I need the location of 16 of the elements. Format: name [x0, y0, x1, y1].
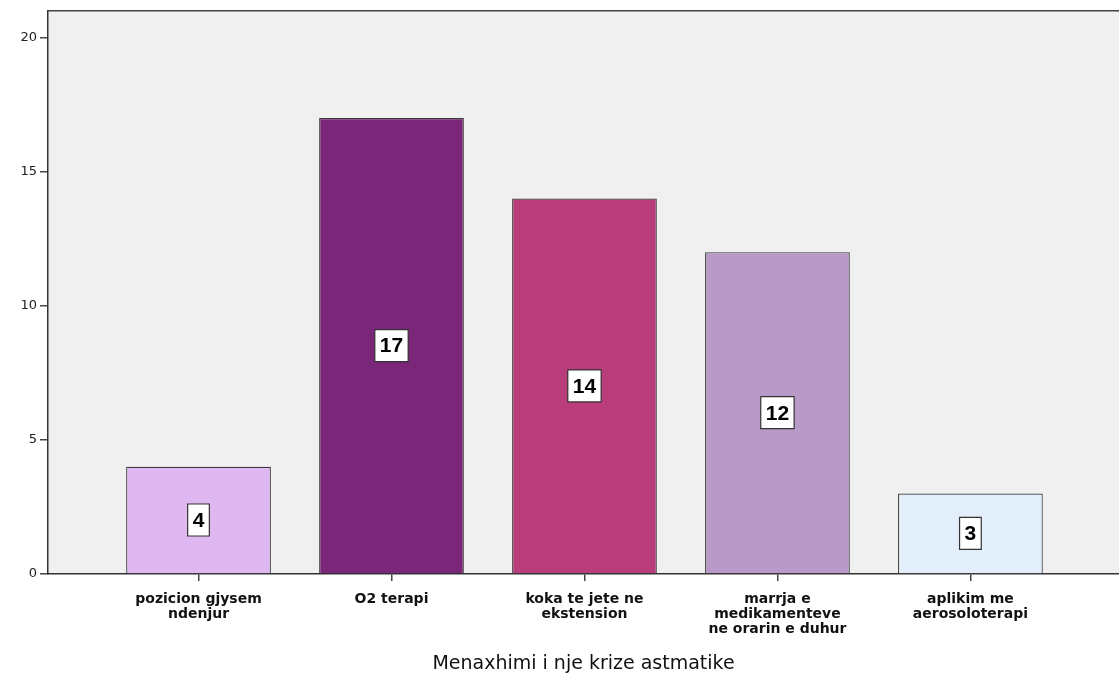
- data-label: 3: [964, 521, 977, 545]
- y-tick-label: 5: [28, 431, 37, 447]
- data-label: 12: [765, 400, 790, 424]
- data-label: 4: [192, 507, 205, 531]
- x-tick-label: marrja e medikamenteve ne orarin e duhur: [708, 590, 847, 637]
- y-tick-label: 15: [20, 163, 37, 179]
- data-label: 17: [379, 333, 404, 357]
- data-label: 14: [572, 373, 597, 397]
- y-tick-label: 0: [28, 565, 37, 581]
- x-tick-label: aplikim me aerosoloterapi: [912, 590, 1029, 622]
- y-tick-label: 10: [20, 297, 37, 313]
- y-tick-label: 20: [20, 28, 37, 44]
- x-tick-label: O2 terapi: [354, 590, 429, 607]
- x-tick-label: pozicion gjysem ndenjur: [135, 590, 262, 622]
- x-axis-title: Menaxhimi i nje krize astmatike: [432, 650, 735, 673]
- x-tick-label: koka te jete ne ekstension: [525, 590, 644, 622]
